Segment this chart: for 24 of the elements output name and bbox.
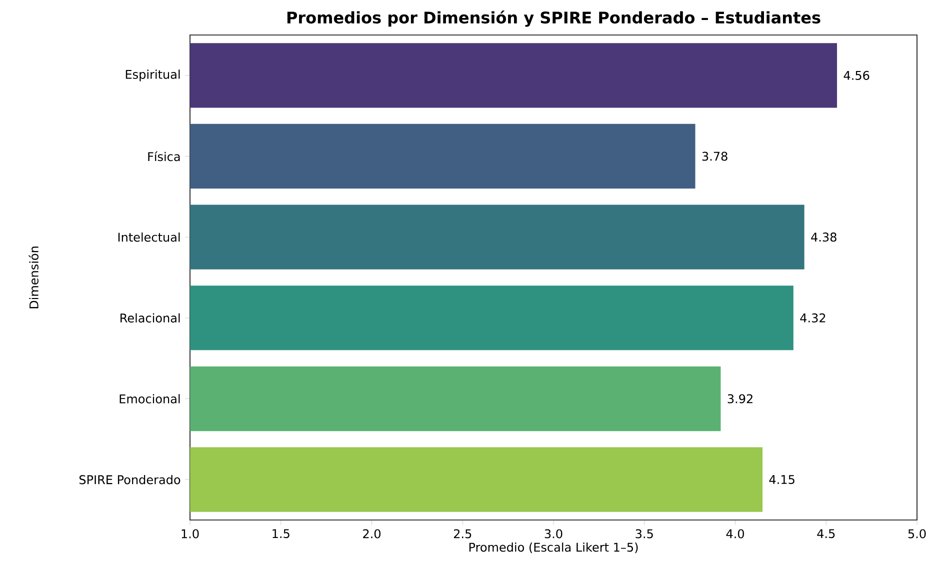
x-tick-label: 4.0 bbox=[726, 529, 744, 538]
y-tick-label: SPIRE Ponderado bbox=[79, 474, 180, 484]
x-tick-label: 2.5 bbox=[454, 529, 472, 538]
x-tick-label: 5.0 bbox=[908, 529, 926, 538]
y-axis-title: Dimensión bbox=[28, 246, 38, 308]
y-tick-label: Relacional bbox=[120, 313, 180, 323]
x-axis-title: Promedio (Escala Likert 1–5) bbox=[469, 542, 638, 554]
data-label: 4.38 bbox=[811, 232, 836, 242]
chart-title: Promedios por Dimensión y SPIRE Ponderado – Estudiantes bbox=[287, 10, 820, 27]
y-tick-label: Espiritual bbox=[126, 70, 180, 82]
data-label: 4.15 bbox=[769, 475, 794, 484]
data-label: 3.78 bbox=[702, 152, 728, 161]
y-tick-label: Física bbox=[148, 151, 180, 162]
x-tick-label: 4.5 bbox=[817, 529, 835, 538]
data-label: 3.92 bbox=[728, 394, 752, 404]
data-label: 4.56 bbox=[844, 70, 870, 80]
y-tick-label: Intelectual bbox=[118, 232, 180, 242]
x-tick-label: 3.0 bbox=[544, 529, 562, 538]
x-tick-label: 2.0 bbox=[363, 529, 380, 538]
y-tick-label: Emocional bbox=[120, 394, 180, 404]
x-tick-label: 1.5 bbox=[272, 529, 290, 538]
x-tick-label: 3.5 bbox=[636, 529, 653, 538]
data-label: 4.32 bbox=[800, 313, 826, 322]
x-tick-label: 1.0 bbox=[182, 529, 199, 538]
